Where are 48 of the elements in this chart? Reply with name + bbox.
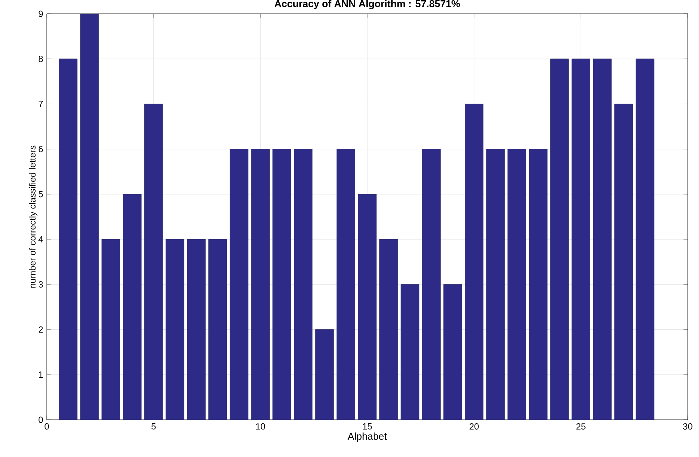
y-tick-label: 0: [38, 416, 44, 424]
x-tick-label: 30: [683, 424, 693, 430]
bar: [380, 239, 398, 420]
bar: [251, 149, 270, 420]
y-tick-label: 2: [38, 326, 44, 333]
x-tick-label: 20: [470, 424, 479, 430]
y-tick-label: 9: [38, 10, 44, 18]
y-tick-label: 6: [38, 146, 44, 153]
y-tick-label: 8: [38, 56, 44, 62]
bar: [508, 149, 526, 420]
bar: [59, 58, 78, 420]
bar: [593, 58, 612, 420]
bar: [230, 149, 249, 420]
bar: [144, 104, 164, 420]
bar: [336, 149, 356, 420]
bar: [272, 149, 292, 420]
bar: [315, 330, 334, 420]
y-axis-title: number of correctly classified letters: [29, 146, 38, 288]
bar: [572, 58, 590, 420]
bar: [358, 194, 377, 420]
bar: [187, 239, 206, 420]
chart-title: Accuracy of ANN Algorithm : 57.8571%: [274, 0, 460, 10]
bar: [166, 239, 184, 420]
x-tick-label: 0: [44, 424, 50, 430]
bar: [102, 239, 120, 420]
bar: [614, 104, 634, 420]
y-tick-label: 7: [38, 101, 44, 108]
bar: [208, 239, 228, 420]
bar: [465, 104, 484, 420]
bar: [529, 149, 548, 420]
x-tick-label: 10: [256, 424, 266, 430]
x-axis-title: Alphabet: [348, 432, 388, 442]
x-tick-label: 5: [152, 424, 156, 430]
y-tick-label: 3: [38, 281, 44, 288]
bar: [123, 194, 142, 420]
bar: [550, 58, 570, 420]
bar: [636, 58, 655, 420]
bar: [80, 14, 100, 420]
bar: [486, 149, 505, 420]
y-tick-label: 4: [38, 236, 44, 243]
x-tick-label: 15: [363, 424, 372, 430]
bar: [400, 284, 420, 420]
y-tick-label: 5: [38, 191, 44, 198]
bar: [444, 284, 462, 420]
bar: [294, 149, 313, 420]
x-tick-label: 25: [576, 424, 586, 430]
bar: [422, 149, 441, 420]
y-tick-label: 1: [39, 372, 44, 378]
